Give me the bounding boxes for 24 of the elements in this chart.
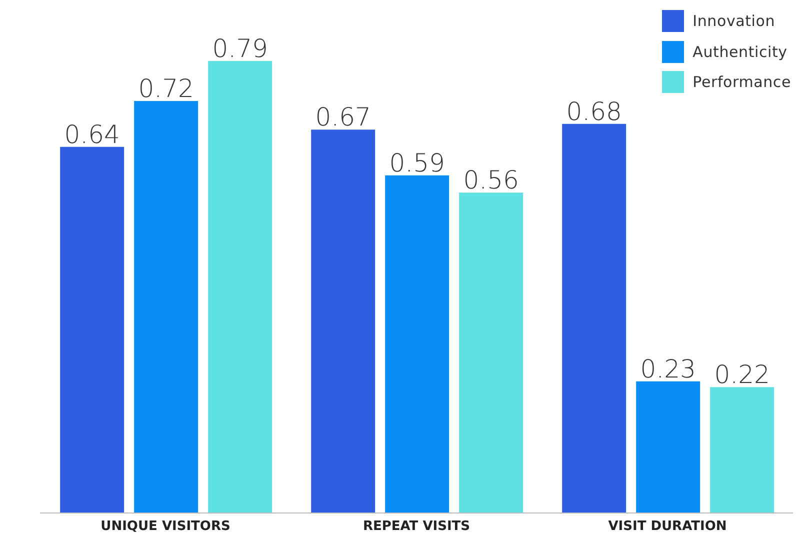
bar [710, 387, 774, 513]
x-tick-label: REPEAT VISITS [362, 519, 470, 534]
data-label: 0.79 [212, 34, 268, 63]
data-label: 0.64 [64, 120, 120, 149]
bar [459, 192, 524, 513]
legend-label: Performance [692, 73, 791, 92]
legend-label: Innovation [692, 12, 776, 30]
data-label: 0.56 [463, 166, 519, 195]
bar [636, 381, 700, 513]
bar [60, 146, 124, 513]
bar [562, 124, 626, 513]
data-label: 0.22 [714, 360, 770, 390]
bar [134, 101, 198, 513]
x-tick-label: UNIQUE VISITORS [100, 519, 230, 534]
bar [208, 61, 272, 513]
data-label: 0.72 [138, 74, 194, 104]
data-label: 0.68 [566, 96, 622, 126]
data-label: 0.59 [389, 148, 445, 178]
data-label: 0.67 [315, 102, 371, 132]
legend-label: Authenticity [692, 42, 788, 61]
bar [385, 175, 450, 513]
x-tick-label: VISIT DURATION [608, 519, 727, 534]
bar [311, 130, 376, 513]
data-label: 0.23 [640, 354, 696, 384]
